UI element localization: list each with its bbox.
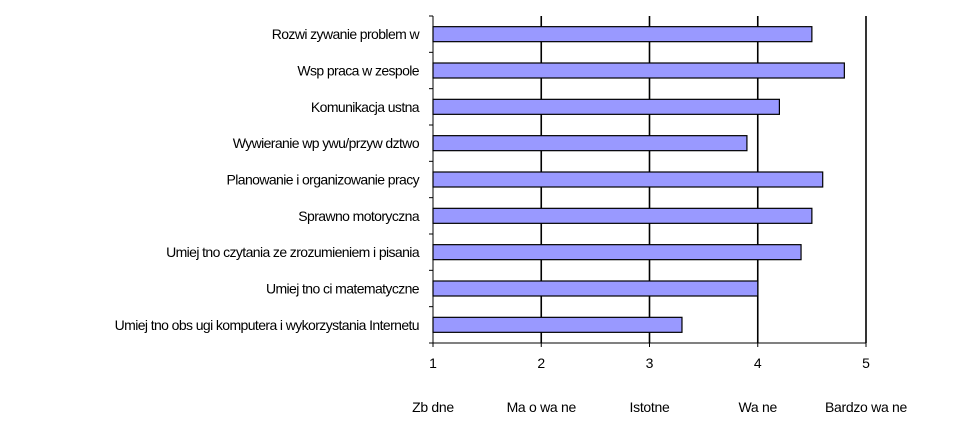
scale-label: Bardzo wa ne xyxy=(825,399,908,415)
x-tick-label: 1 xyxy=(429,355,437,371)
bar xyxy=(432,62,845,79)
scale-labels: Zb dne Ma o wa ne Istotne Wa ne Bardzo wa ne xyxy=(412,399,908,415)
category-label: Umiej tno ci matematyczne xyxy=(266,281,420,297)
x-tick-label: 2 xyxy=(537,355,545,371)
scale-label: Ma o wa ne xyxy=(507,399,577,415)
category-label: Komunikacja ustna xyxy=(311,99,420,115)
bar xyxy=(432,135,748,152)
category-label: Rozwi zywanie problem w xyxy=(272,26,421,42)
scale-label: Istotne xyxy=(630,399,670,415)
category-label: Planowanie i organizowanie pracy xyxy=(227,172,420,188)
x-tick-label: 5 xyxy=(862,355,870,371)
scale-label: Zb dne xyxy=(412,399,454,415)
category-label: Umiej tno czytania ze zrozumieniem i pis… xyxy=(166,244,420,260)
x-tick-label: 4 xyxy=(754,355,762,371)
x-tick-labels: 1 2 3 4 5 xyxy=(429,355,870,371)
bar xyxy=(432,207,813,224)
bar xyxy=(432,171,824,188)
scale-label: Wa ne xyxy=(739,399,778,415)
x-tick-label: 3 xyxy=(646,355,654,371)
category-label: Wywieranie wp ywu/przyw dztwo xyxy=(233,135,420,151)
bar xyxy=(432,316,683,333)
category-label: Sprawno motoryczna xyxy=(298,208,420,224)
bar xyxy=(432,98,780,115)
bar xyxy=(432,244,802,261)
category-label: Umiej tno obs ugi komputera i wykorzysta… xyxy=(115,317,419,333)
bars xyxy=(432,26,845,333)
bar xyxy=(432,26,813,43)
category-labels: Rozwi zywanie problem w Wsp praca w zespo… xyxy=(115,26,421,333)
category-label: Wsp praca w zespole xyxy=(297,63,419,79)
bar xyxy=(432,280,759,297)
